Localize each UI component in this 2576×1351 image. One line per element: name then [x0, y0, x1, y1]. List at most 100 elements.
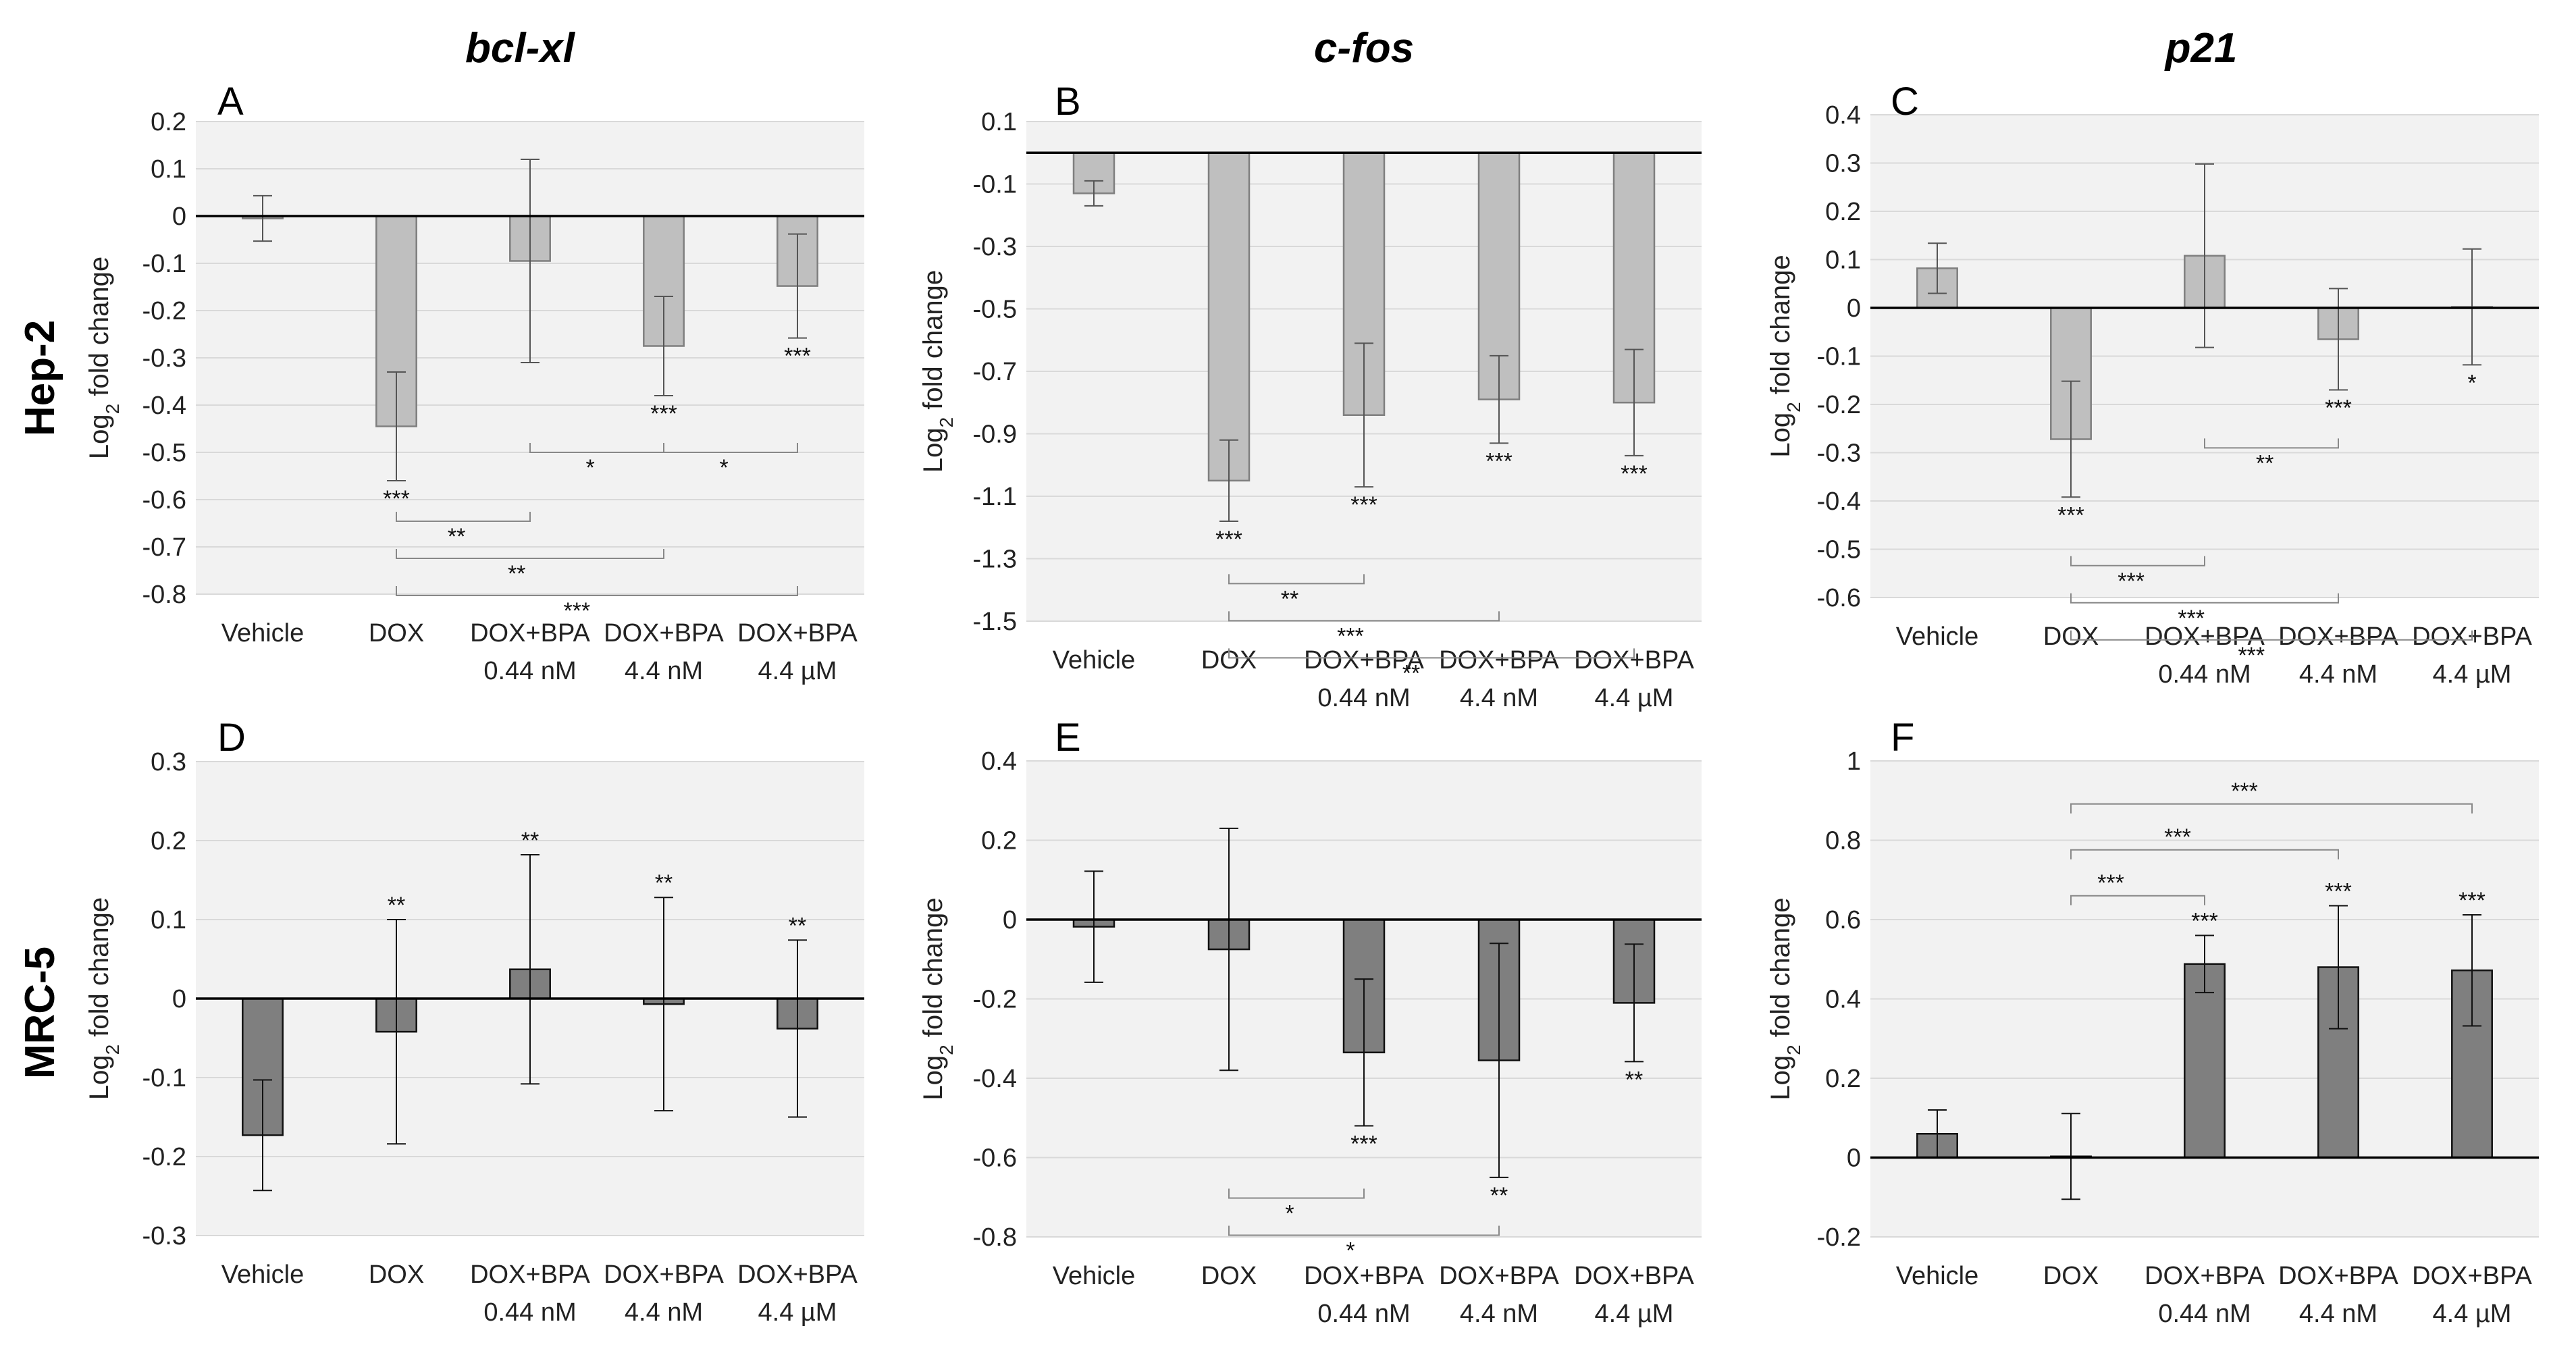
x-category-label: 4.4 nM — [2299, 660, 2377, 689]
panel-F: 1 0.8 0.6 0.4 0.2 0 -0.2 Log2 fold change F Vehic… — [1766, 716, 2539, 1328]
bracket-label: *** — [2097, 870, 2124, 896]
x-category-label: Vehicle — [221, 619, 305, 647]
comparison-bracket — [2070, 593, 2339, 604]
y-tick-label: 0.2 — [151, 827, 186, 855]
x-category-label: 4.4 nM — [2299, 1300, 2377, 1328]
significance-mark: *** — [650, 401, 677, 427]
comparison-bracket — [1228, 574, 1365, 585]
comparison-bracket — [396, 586, 798, 596]
x-category-label: 0.44 nM — [1317, 1300, 1410, 1328]
x-category-label: DOX+BPA — [2278, 1262, 2398, 1290]
bracket-label: *** — [1337, 623, 1364, 649]
y-tick-label: -1.5 — [973, 608, 1017, 636]
significance-mark: *** — [2325, 396, 2352, 421]
x-category-label: 4.4 µM — [2433, 1300, 2512, 1328]
bracket-label: ** — [508, 561, 525, 587]
y-tick-label: -0.6 — [1817, 584, 1861, 612]
y-tick-label: -0.3 — [142, 1222, 186, 1250]
y-tick-label: -0.2 — [1817, 391, 1861, 419]
x-category-label: 0.44 nM — [483, 657, 576, 685]
comparison-bracket — [1228, 611, 1500, 622]
x-category-label: 4.4 nM — [625, 657, 703, 685]
comparison-bracket — [2070, 849, 2339, 859]
y-axis-label: Log2 fold change — [918, 897, 957, 1100]
x-category-label: 4.4 nM — [1460, 1300, 1538, 1328]
comparison-bracket — [2070, 895, 2205, 905]
comparison-bracket — [396, 549, 664, 559]
significance-mark: *** — [1215, 527, 1242, 552]
panel-E: 0.4 0.2 0 -0.2 -0.4 -0.6 -0.8 Log2 fold change E… — [918, 716, 1702, 1328]
y-tick-label: 0.4 — [1825, 101, 1861, 130]
y-tick-label: -0.6 — [973, 1144, 1017, 1173]
significance-mark: *** — [1350, 1132, 1377, 1157]
x-category-label: DOX+BPA — [2145, 1262, 2265, 1290]
comparison-bracket — [2070, 556, 2205, 566]
y-tick-label: 0.3 — [151, 748, 186, 776]
x-category-label: DOX+BPA — [1304, 646, 1424, 674]
panel-letter: C — [1891, 80, 1919, 124]
bracket-label: *** — [563, 598, 590, 624]
x-category-label: DOX+BPA — [737, 1261, 858, 1289]
significance-mark: ** — [1490, 1183, 1508, 1209]
x-category-label: Vehicle — [221, 1261, 305, 1289]
panels-group: 0.2 0.1 0 -0.1 -0.2 -0.3 -0.4 -0.5 -0.6 -0.7 -0.8 L… — [84, 80, 2539, 1328]
bracket-label: ** — [1402, 660, 1420, 686]
significance-mark: ** — [388, 893, 405, 918]
y-tick-label: -0.3 — [1817, 440, 1861, 468]
bracket-label: *** — [2238, 643, 2265, 668]
x-category-label: DOX+BPA — [2145, 622, 2265, 651]
significance-mark: *** — [1486, 448, 1513, 474]
bracket-label: ** — [2256, 450, 2273, 476]
significance-mark: *** — [383, 486, 410, 512]
x-category-label: 4.4 nM — [1460, 684, 1538, 712]
y-tick-label: -0.5 — [1817, 536, 1861, 564]
bar-4 — [1612, 152, 1656, 404]
x-category-label: Vehicle — [1053, 1262, 1136, 1290]
y-tick-label: -0.8 — [142, 581, 186, 609]
x-category-label: DOX+BPA — [1439, 646, 1559, 674]
x-category-label: 0.44 nM — [2158, 1300, 2251, 1328]
x-category-label: 4.4 µM — [2433, 660, 2512, 689]
y-tick-label: -1.1 — [973, 483, 1017, 511]
x-category-label: Vehicle — [1053, 646, 1136, 674]
significance-mark: *** — [1350, 492, 1377, 518]
significance-mark: ** — [789, 913, 806, 938]
panel-A: 0.2 0.1 0 -0.1 -0.2 -0.3 -0.4 -0.5 -0.6 -0.7 -0.8 L… — [84, 80, 864, 685]
panel-letter: D — [217, 716, 246, 760]
y-tick-label: -0.2 — [142, 297, 186, 325]
comparison-bracket — [396, 512, 531, 522]
significance-mark: ** — [521, 828, 539, 853]
bracket-label: *** — [2164, 824, 2191, 850]
gene-title-bcl-xl: bcl-xl — [465, 25, 576, 72]
x-category-label: 0.44 nM — [2158, 660, 2251, 689]
y-tick-label: 0 — [1847, 1144, 1861, 1173]
x-category-label: 0.44 nM — [1317, 684, 1410, 712]
significance-mark: ** — [1625, 1067, 1643, 1092]
y-tick-label: 0.1 — [151, 155, 186, 184]
comparison-bracket — [1228, 1225, 1500, 1236]
panel-letter: E — [1055, 716, 1081, 760]
x-category-label: DOX+BPA — [737, 619, 858, 647]
comparison-bracket — [2204, 438, 2339, 449]
y-axis-label: Log2 fold change — [1766, 897, 1804, 1100]
y-tick-label: 0.4 — [1825, 986, 1861, 1014]
y-tick-label: -0.6 — [142, 486, 186, 514]
y-tick-label: 0.6 — [1825, 906, 1861, 934]
y-tick-label: 0.1 — [981, 108, 1017, 136]
y-tick-label: -0.3 — [142, 344, 186, 373]
y-tick-label: -0.2 — [973, 986, 1017, 1014]
x-category-label: DOX — [1201, 1262, 1257, 1290]
y-tick-label: 0.1 — [151, 906, 186, 934]
x-category-label: 4.4 nM — [625, 1298, 703, 1327]
y-tick-label: 0 — [1847, 294, 1861, 323]
x-category-label: DOX+BPA — [1304, 1262, 1424, 1290]
comparison-bracket — [1228, 648, 1635, 659]
y-tick-label: 0 — [172, 985, 186, 1013]
x-category-label: 4.4 µM — [758, 1298, 837, 1327]
x-category-label: DOX+BPA — [604, 1261, 724, 1289]
x-category-label: Vehicle — [1896, 622, 1979, 651]
y-tick-label: -0.9 — [973, 421, 1017, 449]
y-tick-label: 0 — [1003, 906, 1017, 934]
x-category-label: 4.4 µM — [1595, 1300, 1674, 1328]
